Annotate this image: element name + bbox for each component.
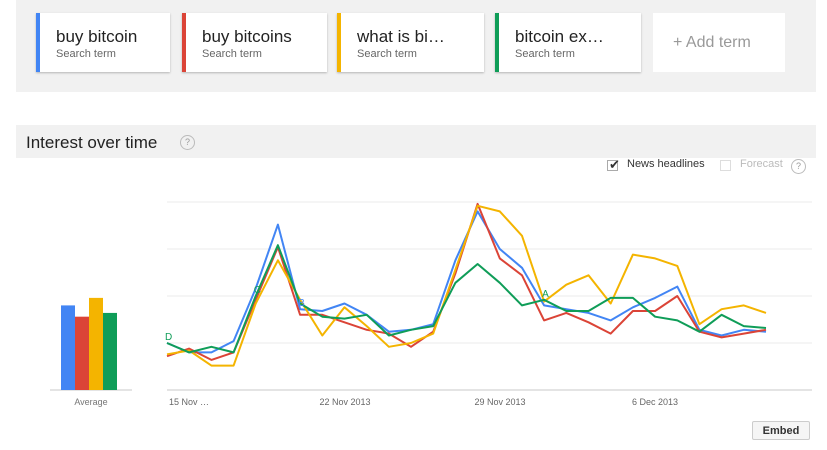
- news-annotation-B: B: [298, 298, 305, 309]
- average-bar-1: [61, 305, 75, 390]
- news-headlines-checkbox[interactable]: ✔: [607, 157, 620, 172]
- forecast-checkbox[interactable]: [720, 160, 731, 171]
- search-term-card-3[interactable]: what is bi… Search term: [337, 13, 484, 72]
- series-line-2: [166, 202, 767, 361]
- forecast-help-icon[interactable]: ?: [791, 159, 806, 174]
- search-term-card-2[interactable]: buy bitcoins Search term: [182, 13, 327, 72]
- add-term-label: + Add term: [673, 34, 751, 51]
- series-line-4: [166, 244, 767, 354]
- average-label: Average: [74, 397, 107, 407]
- search-term-type: Search term: [357, 48, 417, 60]
- embed-button[interactable]: Embed: [752, 421, 810, 440]
- x-tick-label: 15 Nov …: [169, 397, 209, 407]
- news-annotation-C: C: [254, 285, 261, 296]
- series-line-3: [166, 204, 767, 367]
- search-term-type: Search term: [202, 48, 262, 60]
- search-term-card-4[interactable]: bitcoin ex… Search term: [495, 13, 641, 72]
- series-line-1: [166, 210, 767, 354]
- average-bar-3: [89, 297, 103, 390]
- search-term-type: Search term: [56, 48, 116, 60]
- checkmark-icon: ✔: [609, 157, 620, 172]
- interest-over-time-header: Interest over time ?: [16, 125, 816, 158]
- x-tick-label: 29 Nov 2013: [474, 397, 525, 407]
- search-term-type: Search term: [515, 48, 575, 60]
- add-term-button[interactable]: + Add term: [653, 13, 785, 72]
- help-icon[interactable]: ?: [180, 135, 195, 150]
- search-term-label: bitcoin ex…: [515, 27, 604, 46]
- x-tick-label: 6 Dec 2013: [632, 397, 678, 407]
- section-title: Interest over time: [26, 133, 158, 152]
- average-bar-4: [103, 312, 117, 390]
- average-bar-2: [75, 316, 89, 390]
- search-term-card-1[interactable]: buy bitcoin Search term: [36, 13, 170, 72]
- search-term-label: buy bitcoin: [56, 27, 138, 46]
- x-tick-label: 22 Nov 2013: [319, 397, 370, 407]
- search-term-label: buy bitcoins: [202, 27, 292, 46]
- forecast-label: Forecast: [740, 158, 783, 170]
- news-annotation-A: A: [542, 289, 549, 300]
- search-term-label: what is bi…: [357, 27, 445, 46]
- news-headlines-label: News headlines: [627, 158, 705, 170]
- news-annotation-D: D: [165, 332, 172, 343]
